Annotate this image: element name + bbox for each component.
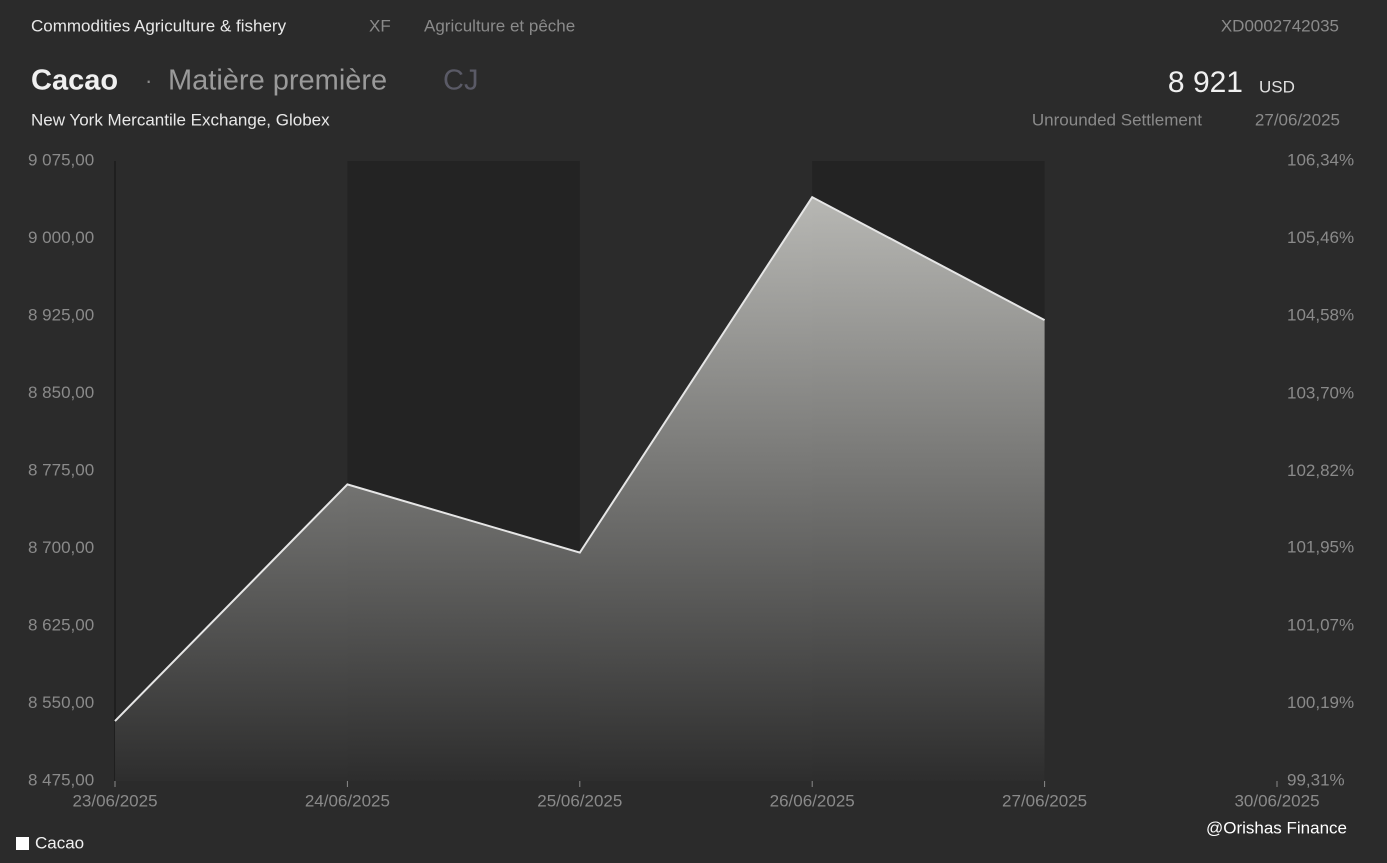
y2-tick-label: 104,58%: [1287, 306, 1354, 325]
x-tick-label: 27/06/2025: [1002, 791, 1087, 810]
y-tick-label: 8 475,00: [28, 770, 94, 789]
x-tick-label: 23/06/2025: [72, 791, 157, 810]
name: Cacao: [31, 65, 118, 97]
y2-tick-label: 101,07%: [1287, 615, 1354, 634]
x-tick-label: 26/06/2025: [770, 791, 855, 810]
separator: ·: [145, 68, 152, 93]
y-tick-label: 8 625,00: [28, 615, 94, 634]
exchange: New York Mercantile Exchange, Globex: [31, 110, 330, 129]
watermark: @Orishas Finance: [1206, 818, 1347, 837]
y2-tick-label: 103,70%: [1287, 383, 1354, 402]
line: [114, 195, 1046, 722]
ticker: CJ: [443, 65, 478, 97]
y-tick-label: 8 775,00: [28, 460, 94, 479]
x-tick-label: 24/06/2025: [305, 791, 390, 810]
category-fr: Agriculture et pêche: [424, 16, 575, 35]
price-type: Unrounded Settlement: [1032, 110, 1202, 129]
x-tick-label: 30/06/2025: [1234, 791, 1319, 810]
code: XF: [369, 16, 391, 35]
y2-tick-label: 106,34%: [1287, 150, 1354, 169]
y2-tick-label: 101,95%: [1287, 538, 1354, 557]
y-tick-label: 8 850,00: [28, 383, 94, 402]
y-tick-label: 9 000,00: [28, 228, 94, 247]
category: Commodities Agriculture & fishery: [31, 16, 287, 35]
legend-label: Cacao: [35, 833, 84, 852]
isin: XD0002742035: [1221, 16, 1339, 35]
y2-tick-label: 105,46%: [1287, 228, 1354, 247]
y-tick-label: 9 075,00: [28, 150, 94, 169]
legend-swatch: [16, 837, 29, 850]
x-tick-label: 25/06/2025: [537, 791, 622, 810]
y2-tick-label: 102,82%: [1287, 461, 1354, 480]
currency: USD: [1259, 77, 1295, 96]
kind: Matière première: [168, 65, 387, 97]
y-tick-label: 8 550,00: [28, 693, 94, 712]
y2-tick-label: 100,19%: [1287, 693, 1354, 712]
area: [115, 197, 1045, 781]
y-tick-label: 8 700,00: [28, 538, 94, 557]
y2-tick-label: 99,31%: [1287, 770, 1345, 789]
y-tick-label: 8 925,00: [28, 305, 94, 324]
price: 8 921: [1168, 66, 1243, 99]
date: 27/06/2025: [1255, 110, 1340, 129]
